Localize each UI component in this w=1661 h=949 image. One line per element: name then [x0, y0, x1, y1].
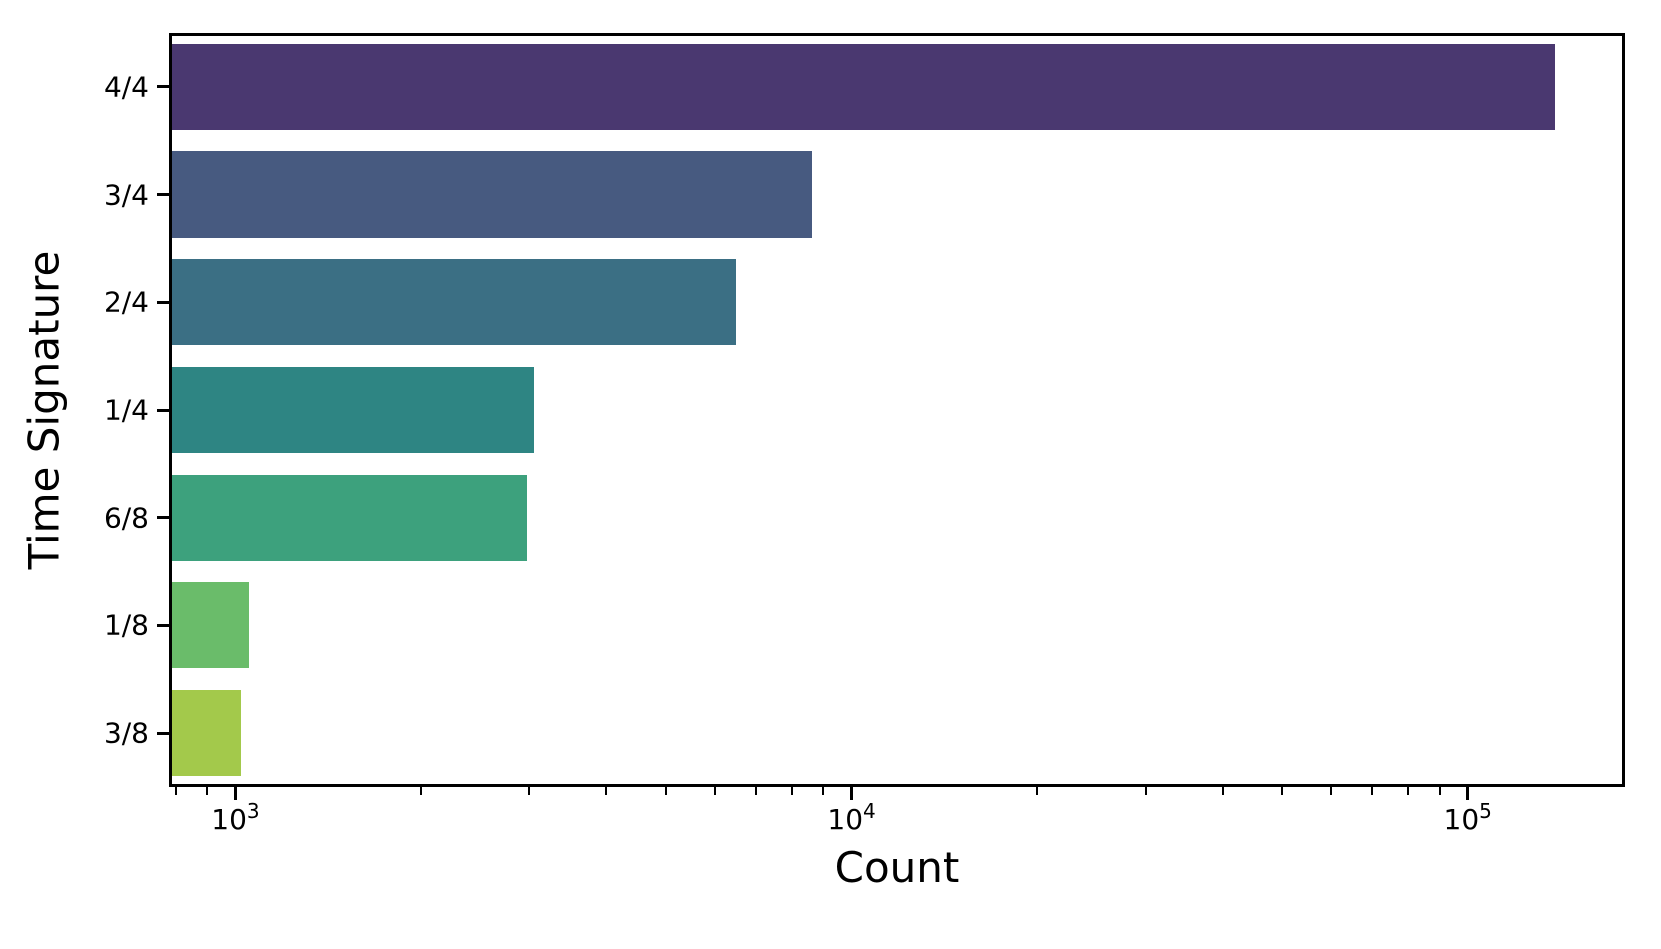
x-axis-minor-tick: [713, 787, 716, 795]
bar-3-8: [172, 690, 241, 777]
x-axis-minor-tick: [1438, 787, 1441, 795]
y-axis-tick: [157, 623, 169, 627]
y-axis-tick: [157, 193, 169, 197]
y-axis-tick: [157, 85, 169, 89]
y-tick-label-3-8: 3/8: [103, 716, 149, 750]
x-axis-minor-tick: [605, 787, 608, 795]
bar-4-4: [172, 43, 1556, 130]
y-tick-label-1-8: 1/8: [103, 608, 149, 642]
y-axis-tick: [157, 300, 169, 304]
bar-1-4: [172, 366, 534, 454]
x-axis-minor-tick: [1407, 787, 1409, 795]
x-axis-minor-tick: [755, 787, 758, 795]
x-axis-minor-tick: [1221, 787, 1224, 795]
x-axis-minor-tick: [528, 787, 531, 795]
x-axis-minor-tick: [206, 787, 209, 795]
y-tick-label-6-8: 6/8: [103, 501, 149, 535]
y-tick-label-3-4: 3/4: [103, 178, 149, 212]
x-axis-minor-tick: [1281, 787, 1284, 795]
y-tick-label-2-4: 2/4: [103, 285, 149, 319]
x-axis-major-tick: [1466, 787, 1470, 800]
plot-area: [169, 33, 1625, 787]
y-axis-tick: [157, 408, 169, 412]
x-axis-minor-tick: [174, 787, 177, 795]
x-axis-label: Count: [834, 843, 960, 892]
y-axis-tick: [157, 731, 169, 735]
bar-2-4: [172, 259, 736, 346]
x-axis-minor-tick: [1371, 787, 1374, 795]
x-tick-label-1e3: 103: [211, 799, 260, 836]
x-axis-major-tick: [233, 787, 237, 800]
bar-1-8: [172, 582, 249, 669]
x-axis-minor-tick: [1036, 787, 1039, 795]
bar-3-4: [172, 151, 812, 238]
y-axis-tick: [157, 516, 169, 520]
bar-6-8: [172, 474, 528, 561]
x-axis-minor-tick: [822, 787, 825, 795]
x-axis-minor-tick: [1144, 787, 1147, 795]
y-tick-label-1-4: 1/4: [103, 393, 149, 427]
x-axis-minor-tick: [665, 787, 668, 795]
x-tick-label-1e5: 105: [1443, 799, 1492, 836]
x-axis-minor-tick: [790, 787, 793, 795]
x-axis-major-tick: [850, 787, 854, 800]
x-axis-minor-tick: [419, 787, 422, 795]
x-tick-label-1e4: 104: [827, 799, 876, 836]
y-tick-label-4-4: 4/4: [103, 70, 149, 104]
x-axis-minor-tick: [1330, 787, 1333, 795]
